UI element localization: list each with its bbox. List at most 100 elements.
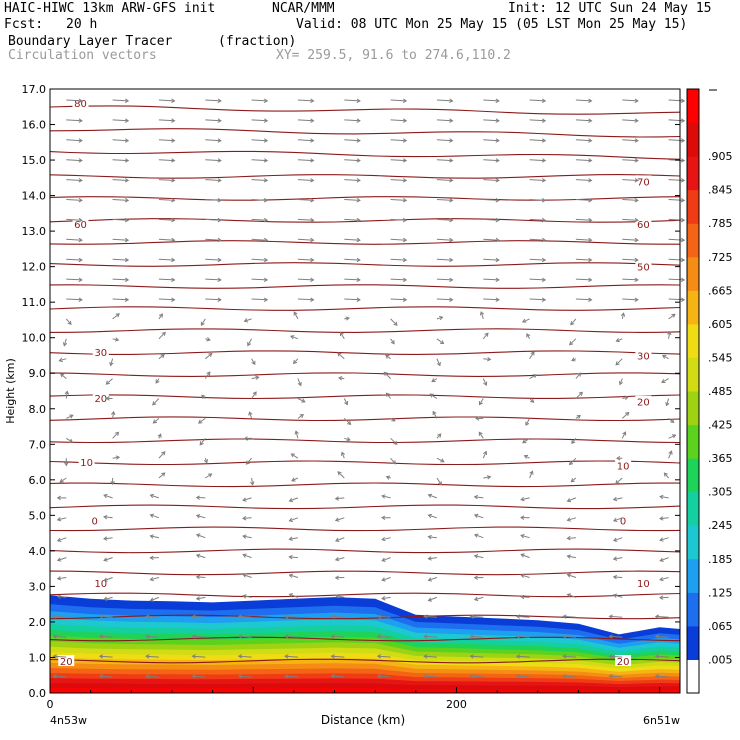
wind-vector-head xyxy=(523,454,529,459)
wind-vector xyxy=(158,451,166,459)
wind-vector-head xyxy=(158,313,163,318)
wind-vector xyxy=(520,574,530,578)
wind-vector xyxy=(112,179,129,181)
wind-vector xyxy=(243,595,252,598)
wind-vector xyxy=(436,258,453,261)
wind-vector-head xyxy=(495,297,500,302)
wind-vector xyxy=(290,335,299,340)
wind-vector-head xyxy=(171,98,176,103)
wind-vector-head xyxy=(381,557,386,562)
wind-vector-head xyxy=(195,514,201,519)
wind-vector-head xyxy=(52,614,57,619)
wind-vector-head xyxy=(124,197,130,203)
colorbar-swatch xyxy=(687,491,699,526)
wind-vector xyxy=(571,437,577,444)
wind-vector-head xyxy=(161,451,166,456)
wind-vector xyxy=(436,179,453,181)
wind-vector xyxy=(661,378,669,383)
wind-vector-head xyxy=(670,418,675,424)
wind-vector xyxy=(522,318,530,323)
wind-vector xyxy=(390,338,395,344)
wind-vector xyxy=(570,318,577,325)
wind-vector-head xyxy=(149,576,154,582)
wind-vector-head xyxy=(103,493,108,499)
wind-vector xyxy=(529,238,546,241)
contour-line xyxy=(49,105,681,115)
wind-vector xyxy=(112,199,129,201)
wind-vector xyxy=(249,411,253,419)
wind-vector-head xyxy=(291,477,296,482)
wind-vector xyxy=(377,635,391,638)
wind-vector-head xyxy=(52,634,57,639)
wind-vector-head xyxy=(206,371,211,376)
y-axis-title: Height (km) xyxy=(4,358,17,424)
wind-vector-head xyxy=(541,257,547,263)
wind-vector-head xyxy=(495,98,500,103)
wind-vector xyxy=(112,456,120,459)
wind-vector-head xyxy=(381,494,386,499)
wind-vector-head xyxy=(310,197,315,203)
wind-vector xyxy=(66,258,82,261)
wind-vector-head xyxy=(495,118,500,123)
wind-vector-head xyxy=(293,311,298,316)
wind-vector-head xyxy=(69,414,74,419)
wind-vector xyxy=(390,99,407,102)
wind-vector xyxy=(198,417,206,424)
wind-vector-head xyxy=(515,614,521,619)
wind-vector xyxy=(66,414,74,419)
wind-vector-head xyxy=(680,297,686,302)
wind-vector-head xyxy=(284,674,289,679)
wind-vector-head xyxy=(495,237,500,243)
wind-vector-head xyxy=(402,138,408,143)
wind-vector-head xyxy=(157,433,162,438)
wind-vector xyxy=(381,596,391,600)
colorbar-label: .185 xyxy=(708,553,733,566)
wind-vector-head xyxy=(634,118,639,123)
wind-vector xyxy=(470,635,484,638)
wind-vector-head xyxy=(288,593,294,598)
wind-vector xyxy=(335,557,345,561)
wind-vector xyxy=(569,338,577,346)
wind-vector xyxy=(297,139,314,142)
wind-vector xyxy=(575,238,592,241)
wind-vector-head xyxy=(105,396,110,401)
wind-vector xyxy=(529,351,535,359)
wind-vector xyxy=(483,476,491,479)
wind-vector xyxy=(668,258,685,261)
wind-vector xyxy=(655,675,669,678)
wind-vector xyxy=(66,278,82,281)
wind-vector-head xyxy=(469,614,474,619)
wind-vector xyxy=(341,452,345,459)
wind-vector xyxy=(382,557,391,562)
wind-vector-head xyxy=(390,340,395,345)
wind-vector-head xyxy=(58,357,63,363)
wind-vector-head xyxy=(337,471,342,476)
wind-vector xyxy=(668,278,685,281)
wind-vector xyxy=(285,615,298,618)
wind-vector xyxy=(57,537,67,542)
wind-vector xyxy=(103,537,113,540)
wind-vector xyxy=(436,316,443,320)
wind-vector xyxy=(668,99,685,102)
wind-vector xyxy=(238,675,252,678)
wind-vector-head xyxy=(237,674,243,679)
wind-vector xyxy=(666,398,670,406)
contour-line xyxy=(49,460,681,466)
wind-vector-head xyxy=(149,513,155,518)
wind-vector-head xyxy=(427,556,432,561)
colorbar-swatch xyxy=(687,89,699,124)
wind-vector xyxy=(621,431,626,439)
wind-vector xyxy=(291,477,299,482)
wind-vector-head xyxy=(439,315,444,321)
wind-vector-head xyxy=(356,197,361,203)
wind-vector xyxy=(483,99,499,102)
wind-vector-head xyxy=(340,451,346,456)
wind-vector xyxy=(103,516,113,519)
wind-vector xyxy=(381,537,391,541)
valid-time: Valid: 08 UTC Mon 25 May 15 (05 LST Mon … xyxy=(296,17,688,32)
colorbar-label: .665 xyxy=(708,284,733,297)
contour-line xyxy=(49,306,681,311)
wind-vector-head xyxy=(145,654,150,659)
wind-vector-head xyxy=(152,419,157,424)
wind-vector-head xyxy=(284,634,289,639)
